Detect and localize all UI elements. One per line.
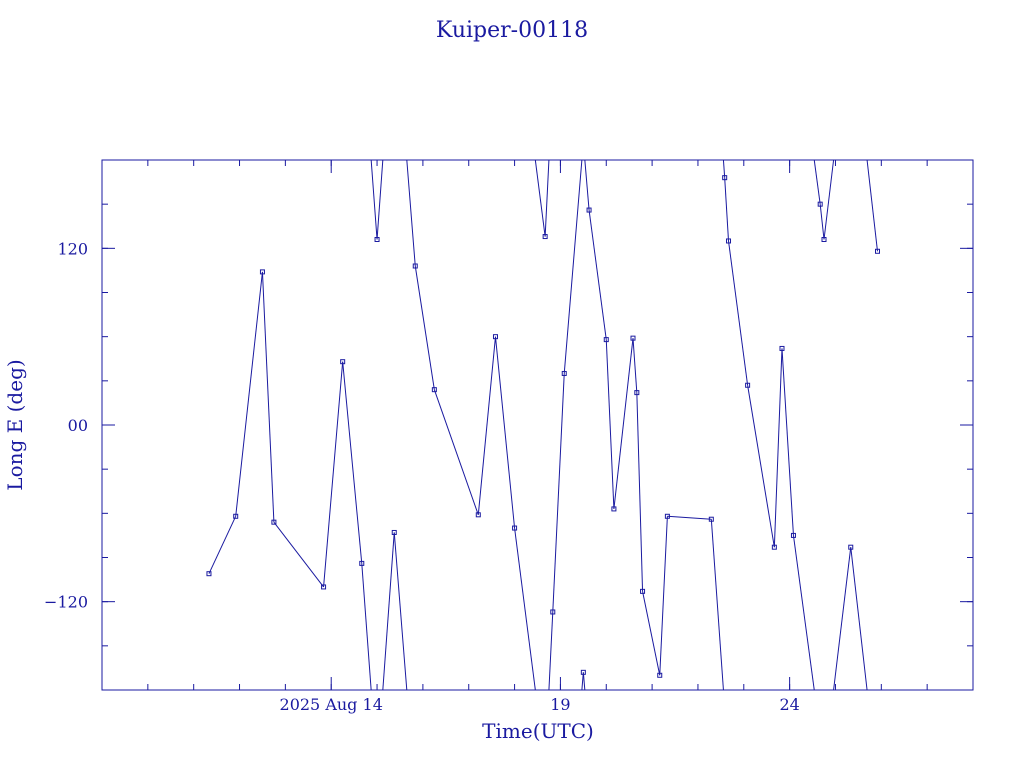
data-point	[550, 609, 556, 615]
x-tick-label: 2025 Aug 14	[280, 695, 383, 714]
series-segment	[342, 361, 363, 564]
series-segment	[261, 271, 275, 523]
data-point	[657, 672, 663, 678]
y-tick-label: −120	[44, 593, 88, 612]
data-point	[271, 519, 277, 525]
data-point	[475, 512, 481, 518]
series-segment	[433, 389, 479, 515]
data-point	[340, 359, 346, 365]
series-segment	[514, 527, 536, 690]
data-point	[561, 370, 567, 376]
series-segment	[823, 160, 835, 240]
data-point	[611, 506, 617, 512]
series-segment	[659, 516, 668, 676]
data-point	[779, 345, 785, 351]
series-segment	[477, 336, 496, 515]
series-segment	[544, 160, 550, 237]
series-segment	[747, 385, 775, 548]
series-segment	[393, 532, 408, 690]
series-segment	[850, 547, 868, 690]
plot-frame	[101, 159, 974, 691]
series-segment	[866, 160, 878, 252]
series-segment	[642, 591, 661, 676]
series-segment	[722, 160, 726, 178]
data-point	[512, 525, 518, 531]
data-point	[634, 390, 640, 396]
chart-title: Kuiper-00118	[436, 18, 588, 43]
data-point	[790, 532, 796, 538]
series-segment	[632, 338, 638, 393]
series-segment	[414, 265, 435, 390]
series-segment	[370, 160, 378, 240]
data-point	[542, 234, 548, 240]
data-point	[708, 516, 714, 522]
series-segment	[728, 240, 749, 386]
data-point	[630, 335, 636, 341]
longitude-series	[208, 160, 878, 690]
series-segment	[563, 160, 583, 374]
series-segment	[636, 392, 644, 592]
series-segment	[552, 373, 565, 612]
data-point	[580, 669, 586, 675]
series-segment	[667, 515, 712, 520]
data-point	[412, 263, 418, 269]
x-tick-label: 24	[779, 695, 799, 714]
y-axis-label: Long E (deg)	[3, 359, 27, 490]
series-segment	[235, 271, 263, 517]
axis-tick-labels: 2025 Aug 14 19 24 −120 00 120	[44, 239, 800, 714]
series-segment	[605, 339, 615, 509]
series-segment	[208, 516, 237, 574]
data-point	[391, 529, 397, 535]
series-segment	[584, 160, 590, 211]
y-tick-label: 120	[57, 239, 88, 258]
plot-area	[206, 160, 880, 690]
series-segment	[710, 519, 724, 690]
series-segment	[588, 209, 607, 340]
data-point	[745, 382, 751, 388]
data-point	[821, 237, 827, 242]
data-point	[722, 175, 728, 181]
x-tick-label: 19	[550, 695, 570, 714]
data-point	[321, 584, 327, 590]
series-segment	[613, 338, 634, 509]
data-point	[874, 248, 880, 254]
data-point	[771, 544, 777, 550]
series-segment	[792, 535, 815, 690]
data-point	[492, 334, 498, 340]
series-segment	[548, 611, 554, 690]
x-axis-label: Time(UTC)	[482, 719, 594, 743]
data-point	[374, 237, 380, 242]
series-segment	[813, 160, 821, 205]
series-segment	[773, 348, 783, 548]
series-segment	[724, 177, 730, 242]
series-segment	[781, 348, 794, 536]
data-point	[726, 238, 732, 244]
data-point	[359, 560, 365, 566]
series-segment	[323, 361, 344, 587]
data-point	[603, 337, 609, 343]
data-point	[431, 387, 437, 393]
series-segment	[382, 532, 395, 690]
series-markers	[206, 175, 880, 678]
data-point	[848, 544, 854, 550]
series-segment	[376, 160, 384, 240]
series-segment	[582, 672, 586, 690]
data-point	[206, 571, 212, 577]
series-segment	[406, 160, 416, 267]
series-segment	[273, 521, 324, 588]
y-tick-label: 00	[68, 416, 88, 435]
data-point	[233, 513, 239, 519]
data-point	[817, 201, 823, 207]
series-segment	[494, 336, 516, 529]
data-point	[664, 513, 670, 519]
data-point	[259, 269, 265, 275]
data-point	[586, 207, 592, 213]
data-point	[640, 588, 646, 594]
series-segment	[361, 563, 372, 690]
series-segment	[534, 160, 546, 237]
axis-ticks	[102, 160, 973, 690]
series-segment	[833, 547, 852, 690]
series-segment	[819, 204, 825, 240]
